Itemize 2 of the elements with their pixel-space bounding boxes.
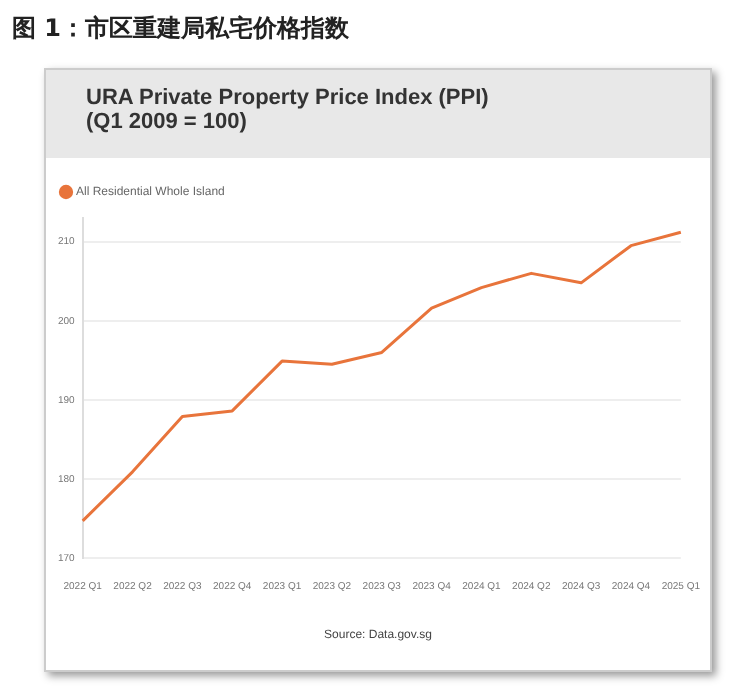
chart-title: 图 1：市区重建局私宅价格指数 xyxy=(12,12,350,46)
chart-subtitle: URA Private Property Price Index (PPI) (Q1 2009 = 100) xyxy=(46,70,710,158)
